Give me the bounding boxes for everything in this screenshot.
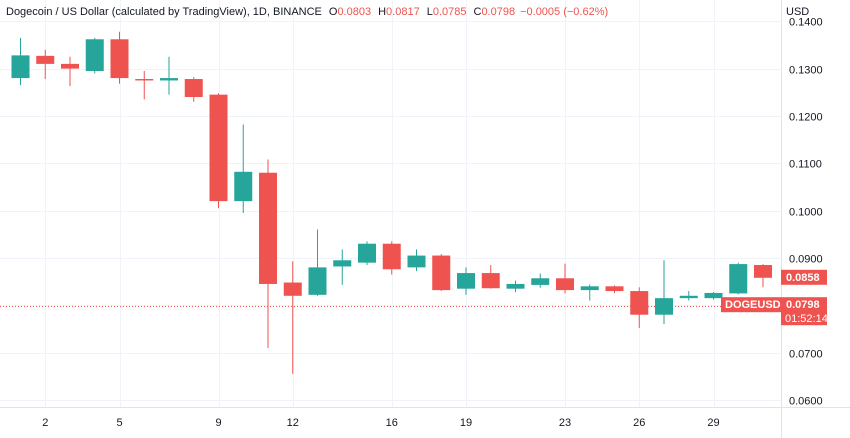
- x-tick-label: 12: [287, 417, 299, 429]
- candle-body-up: [457, 273, 475, 289]
- close-label: C: [473, 6, 482, 18]
- candle-body-up: [11, 55, 30, 79]
- y-tick-label: 0.1000: [789, 207, 823, 219]
- candle-body-up: [580, 286, 599, 291]
- change-value: −0.0005 (−0.62%): [520, 6, 609, 18]
- candle-body-up: [506, 283, 525, 289]
- candle-body-down: [61, 63, 79, 69]
- candle-body-up: [358, 243, 376, 263]
- symbol-legend: Dogecoin / US Dollar (calculated by Trad…: [6, 4, 608, 20]
- y-tick-label: 0.0900: [789, 254, 823, 266]
- candle-body-down: [382, 243, 401, 270]
- candle-body-down: [209, 94, 228, 202]
- close-value: 0.0798: [481, 6, 516, 18]
- candle-body-down: [110, 39, 129, 79]
- open-label: O: [328, 6, 338, 18]
- low-label: L: [426, 6, 433, 18]
- open-value: 0.0803: [337, 6, 372, 18]
- candle-body-up: [333, 260, 352, 267]
- symbol-tag-bg: [721, 297, 781, 313]
- x-tick-label: 19: [460, 417, 472, 429]
- last-price-tag: 0.0798: [786, 299, 820, 311]
- symbol-tag: DOGEUSD: [725, 299, 781, 311]
- candle-body-up: [85, 39, 104, 71]
- x-tick-label: 2: [42, 417, 48, 429]
- candle-body-up: [679, 295, 698, 299]
- last-price-tag-bg: [781, 297, 827, 326]
- current-price-tag-bg: [781, 269, 827, 285]
- high-value: 0.0817: [386, 6, 420, 18]
- candle-body-up: [704, 292, 723, 299]
- candle-body-up: [655, 298, 673, 315]
- candle-body-up: [234, 171, 253, 202]
- candle-body-down: [259, 172, 277, 284]
- symbol-title: Dogecoin / US Dollar (calculated by Trad…: [6, 6, 322, 18]
- x-tick-label: 26: [633, 417, 645, 429]
- candle-body-down: [184, 79, 203, 98]
- candle-body-up: [407, 255, 426, 268]
- candle-body-down: [283, 282, 302, 296]
- low-value: 0.0785: [432, 6, 467, 18]
- y-tick-label: 0.1300: [789, 65, 823, 77]
- countdown-tag: 01:52:14: [785, 313, 828, 325]
- candle-body-down: [630, 291, 649, 315]
- candle-body-down: [432, 255, 451, 291]
- y-tick-label: 0.0600: [789, 396, 823, 408]
- candle-body-down: [36, 55, 55, 64]
- x-tick-label: 5: [116, 417, 122, 429]
- candle-body-down: [135, 79, 154, 81]
- y-tick-label: 0.0700: [789, 349, 823, 361]
- high-label: H: [378, 6, 387, 18]
- candle-body-down: [605, 286, 624, 292]
- candle-body-up: [729, 264, 748, 294]
- candle-body-down: [481, 273, 500, 289]
- y-tick-label: 0.1100: [789, 159, 822, 171]
- candle-body-down: [556, 278, 574, 291]
- candle-body-up: [160, 78, 178, 81]
- y-tick-label: 0.1200: [789, 112, 823, 124]
- y-tick-label: 0.1400: [789, 17, 823, 29]
- x-tick-label: 29: [707, 417, 719, 429]
- candle-body-up: [531, 278, 550, 285]
- x-tick-label: 16: [386, 417, 398, 429]
- x-tick-label: 23: [559, 417, 571, 429]
- currency-label: USD: [786, 6, 810, 18]
- current-price-tag: 0.0858: [786, 272, 820, 284]
- candle-body-up: [308, 267, 327, 295]
- x-tick-label: 9: [215, 417, 221, 429]
- candle-body-down: [754, 265, 772, 278]
